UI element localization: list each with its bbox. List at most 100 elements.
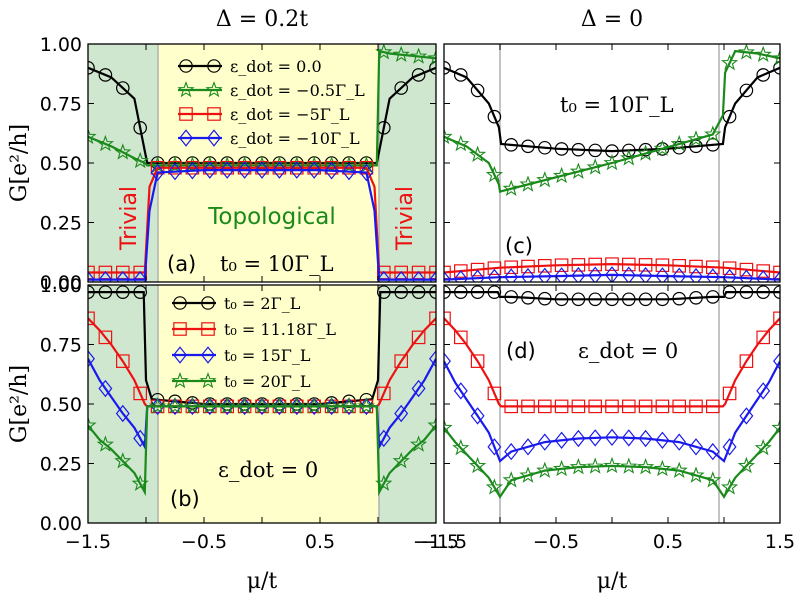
data-point-black	[605, 292, 619, 307]
data-point-black	[521, 290, 535, 305]
data-point-blue	[453, 270, 468, 282]
data-point-blue	[571, 429, 586, 448]
panel-a-param: t₀ = 10Γ_L	[220, 252, 334, 276]
data-point-green	[468, 456, 487, 474]
topological-label: Topological	[207, 204, 335, 230]
data-point-black	[537, 140, 552, 155]
data-point-black	[133, 285, 147, 299]
data-point-green	[636, 457, 655, 475]
data-point-green	[235, 397, 254, 414]
y-tick-label: 0.75	[40, 335, 82, 357]
data-point-black	[487, 109, 502, 124]
data-point-blue	[98, 270, 113, 282]
data-point-blue	[98, 379, 113, 398]
data-point-red	[672, 259, 686, 273]
data-point-green	[148, 397, 167, 414]
data-point-blue	[411, 270, 426, 282]
data-point-blue	[88, 270, 95, 282]
data-point-blue	[429, 270, 436, 282]
legend-marker	[199, 372, 217, 389]
data-point-blue	[342, 162, 356, 181]
y-tick-label: 0.50	[40, 394, 82, 416]
legend-marker	[179, 129, 193, 147]
data-point-red	[621, 257, 636, 272]
data-point-green	[519, 175, 537, 192]
data-point-green	[357, 397, 376, 414]
data-point-green	[536, 171, 554, 188]
data-point-green	[114, 143, 132, 160]
panel-d-label: (d)	[506, 339, 536, 363]
trivial-label-left: Trivial	[117, 186, 142, 251]
data-point-red	[504, 260, 518, 275]
data-point-red	[554, 399, 569, 414]
legend-marker	[207, 59, 221, 73]
data-point-green	[552, 166, 571, 184]
data-point-green	[771, 418, 780, 436]
data-point-green	[340, 397, 358, 414]
data-point-green	[720, 54, 739, 71]
panel-b-param: ε_dot = 0	[218, 458, 318, 482]
data-point-blue	[255, 161, 269, 179]
series-line-green	[444, 49, 780, 193]
data-point-black	[133, 121, 147, 135]
data-point-green	[670, 461, 688, 479]
column-title-right: Δ = 0	[581, 7, 643, 32]
data-point-black	[411, 68, 426, 82]
data-point-black	[521, 139, 535, 154]
series-line-red	[444, 262, 780, 274]
data-point-blue	[504, 268, 519, 282]
data-point-black	[621, 143, 636, 158]
data-point-black	[621, 292, 636, 307]
data-point-red	[588, 257, 602, 272]
data-point-red	[588, 399, 602, 414]
data-point-blue	[756, 382, 771, 400]
legend-marker	[179, 59, 193, 73]
data-point-green	[737, 456, 756, 474]
series-line-black	[88, 291, 436, 406]
data-point-blue	[272, 161, 287, 179]
data-point-green	[131, 151, 149, 169]
data-point-blue	[605, 428, 619, 447]
data-point-blue	[504, 442, 519, 461]
data-point-black	[394, 81, 408, 95]
data-point-black	[444, 61, 451, 75]
data-point-red	[470, 354, 485, 368]
data-point-black	[672, 291, 686, 306]
data-point-red	[621, 399, 636, 414]
data-point-red	[487, 386, 502, 401]
data-point-blue	[237, 161, 252, 179]
data-point-green	[88, 127, 97, 145]
data-point-blue	[638, 266, 653, 282]
data-point-green	[620, 457, 638, 474]
data-point-red	[689, 399, 703, 414]
data-point-red	[554, 258, 569, 273]
data-point-blue	[521, 438, 535, 456]
legend-marker	[205, 81, 223, 98]
data-point-blue	[588, 266, 603, 282]
data-point-red	[571, 258, 586, 272]
data-point-blue	[307, 161, 322, 179]
data-point-blue	[429, 350, 436, 368]
data-point-red	[521, 399, 535, 414]
data-point-blue	[133, 270, 148, 282]
data-point-green	[502, 179, 520, 196]
data-point-blue	[689, 267, 703, 282]
series-layer-b	[88, 285, 436, 497]
data-point-red	[571, 399, 586, 414]
x-tick-label: 1.5	[765, 531, 795, 553]
data-point-green	[96, 435, 115, 452]
data-point-green	[569, 457, 588, 475]
legend-marker	[201, 296, 215, 310]
data-point-green	[444, 418, 453, 436]
data-point-blue	[115, 270, 130, 282]
y-tick-label: 0.75	[40, 94, 82, 116]
y-axis-label-bottom: G[e²/h]	[7, 365, 32, 443]
legend-label: ε_dot = 0.0	[230, 57, 322, 76]
data-point-black	[116, 81, 130, 95]
data-point-blue	[773, 270, 780, 282]
data-point-red	[705, 260, 720, 275]
legend-label: ε_dot = −10Γ_L	[230, 129, 360, 148]
axis-ticks: 0.000.250.500.751.000.000.250.500.751.00…	[40, 34, 795, 553]
data-point-black	[638, 142, 653, 157]
data-point-green	[754, 45, 772, 62]
